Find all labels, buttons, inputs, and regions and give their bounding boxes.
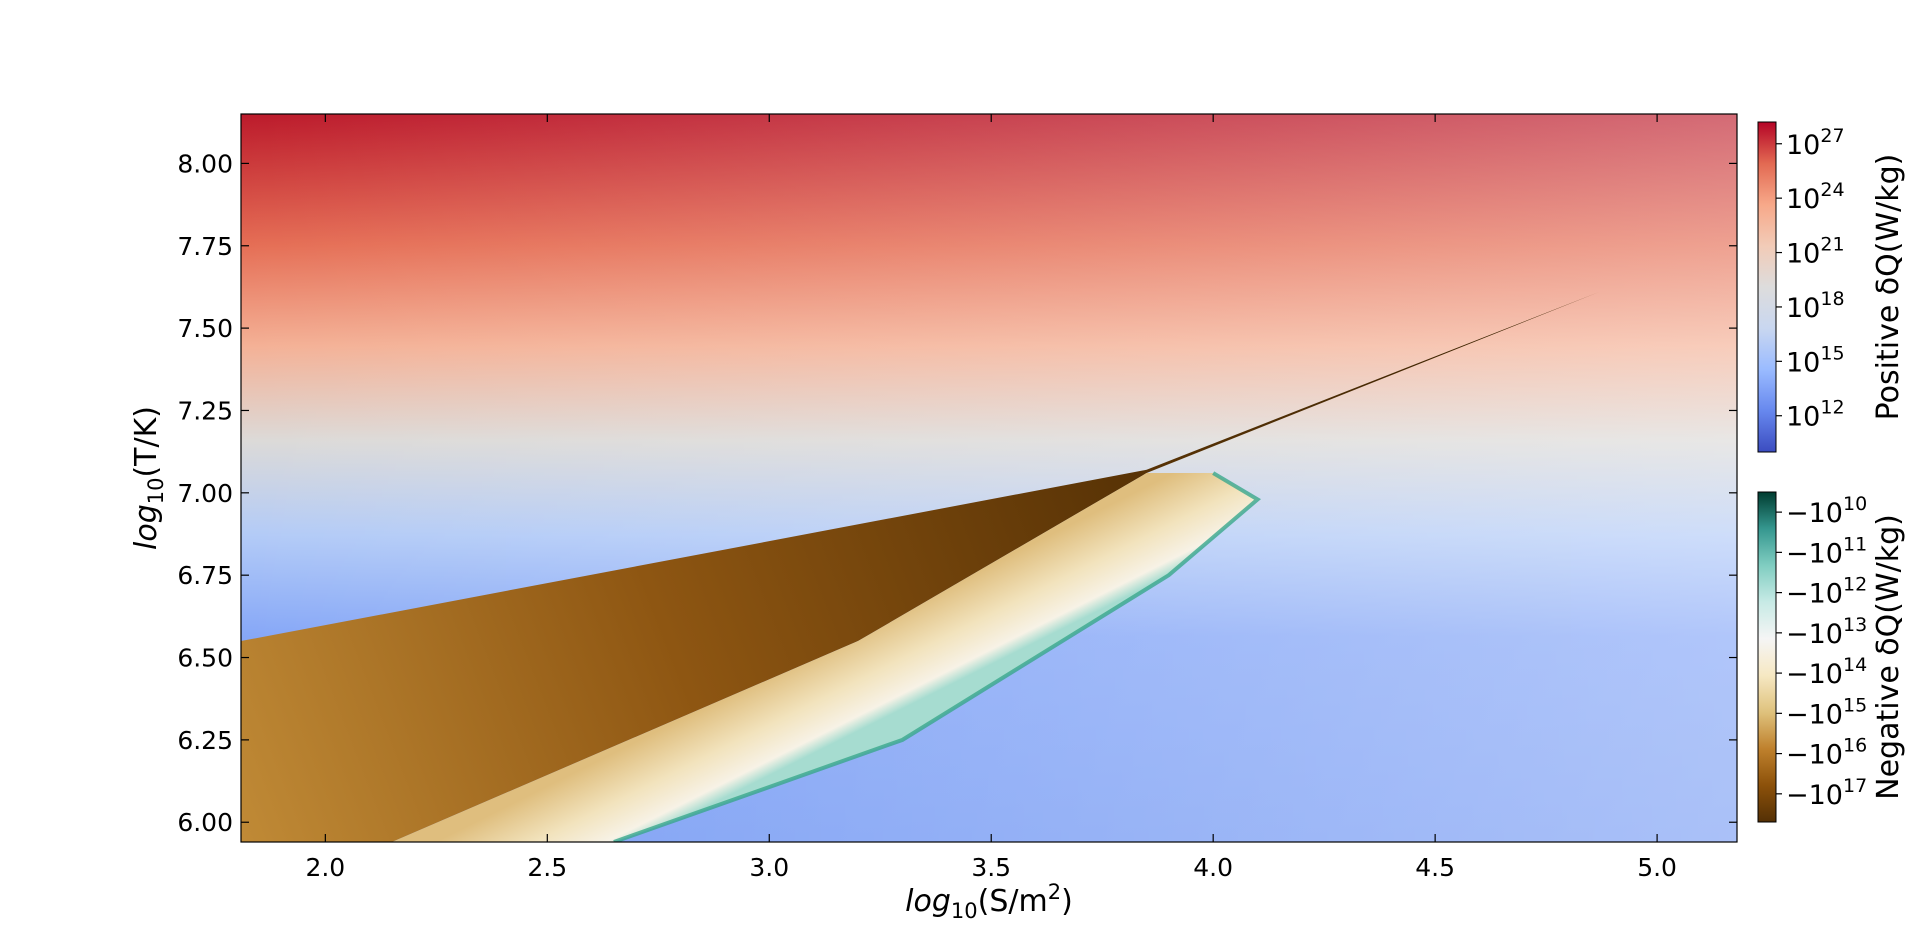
x-tick-label: 4.5 <box>1415 853 1455 882</box>
negative-colorbar-label: Negative δQ(W/kg) <box>1871 514 1906 800</box>
colorbar-tick-label: 1027 <box>1786 125 1845 161</box>
colorbar-tick-label: −1011 <box>1786 533 1867 569</box>
x-axis-label: log10(S/m2) <box>905 880 1073 923</box>
positive-colorbar-label: Positive δQ(W/kg) <box>1871 154 1906 421</box>
positive-colorbar-fill <box>1757 121 1777 453</box>
negative-lobe-edge <box>613 471 1261 842</box>
colorbar-tick-label: 1018 <box>1786 288 1845 324</box>
x-axis: 2.0 2.5 3.0 3.5 4.0 4.5 5.0 <box>305 114 1677 882</box>
plot-frame <box>240 113 1738 843</box>
negative-dark-wedge <box>241 291 1600 842</box>
y-tick-label: 6.25 <box>177 726 233 755</box>
colorbar-tick-label: 1015 <box>1786 342 1845 378</box>
colorbar-tick-label: 1012 <box>1786 397 1845 433</box>
y-tick-label: 7.75 <box>177 232 233 261</box>
x-tick-label: 4.0 <box>1193 853 1233 882</box>
y-tick-label: 8.00 <box>177 149 233 178</box>
colorbar-tick-label: 1021 <box>1786 234 1845 270</box>
y-axis-label: log10(T/K) <box>129 406 168 550</box>
positive-colorbar: 1027 1024 1021 1018 1015 1012 Positive δQ(W/k… <box>1757 121 1906 453</box>
colorbar-tick-label: −1013 <box>1786 614 1867 650</box>
y-tick-label: 7.25 <box>177 396 233 425</box>
colorbar-tick-label: −1016 <box>1786 735 1867 771</box>
colorbar-tick-label: −1010 <box>1786 493 1867 529</box>
colorbar-tick-label: −1014 <box>1786 654 1867 690</box>
x-tick-label: 5.0 <box>1637 853 1677 882</box>
x-tick-label: 2.5 <box>527 853 567 882</box>
x-tick-label: 3.5 <box>971 853 1011 882</box>
x-tick-label: 3.0 <box>749 853 789 882</box>
y-axis: 6.00 6.25 6.50 6.75 7.00 7.25 7.50 7.75 8.00 <box>177 149 1737 837</box>
y-tick-label: 6.50 <box>177 644 233 673</box>
colorbar-tick-label: −1015 <box>1786 694 1867 730</box>
negative-light-lobe <box>391 473 1258 842</box>
x-tick-label: 2.0 <box>305 853 345 882</box>
colorbar-tick-label: −1012 <box>1786 574 1867 610</box>
colorbar-tick-label: 1024 <box>1786 179 1845 215</box>
y-tick-label: 7.00 <box>177 479 233 508</box>
colorbar-tick-label: −1017 <box>1786 775 1867 811</box>
plot-area <box>241 114 1737 842</box>
y-tick-label: 7.50 <box>177 314 233 343</box>
y-tick-label: 6.00 <box>177 808 233 837</box>
negative-colorbar: −1010 −1011 −1012 −1013 −1014 −1015 −1016 −1017… <box>1757 491 1906 823</box>
y-tick-label: 6.75 <box>177 561 233 590</box>
negative-colorbar-fill <box>1757 491 1777 823</box>
